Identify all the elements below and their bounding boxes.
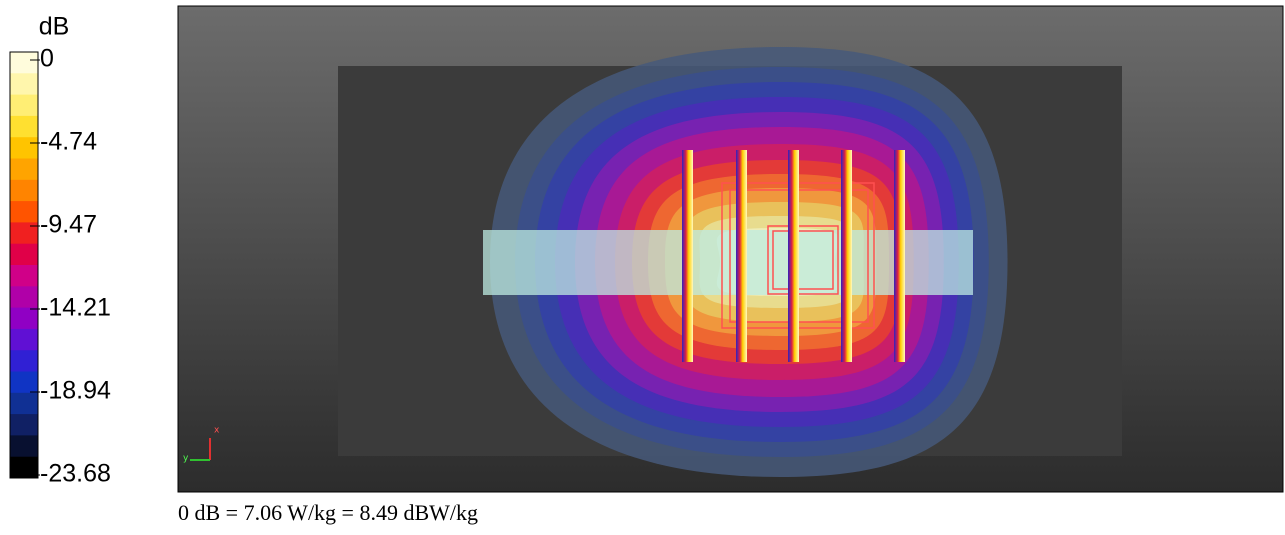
colorbar-band	[10, 350, 38, 372]
colorbar-band	[10, 52, 38, 74]
colorbar-band	[10, 435, 38, 458]
phantom-box	[483, 230, 973, 295]
colorbar-band	[10, 222, 38, 245]
rod	[894, 150, 905, 362]
colorbar-band	[10, 265, 38, 287]
colorbar-frame	[9, 51, 39, 479]
colorbar: 0 -4.74 -9.47 -14.21 -18.94 -23.68	[9, 45, 111, 488]
colorbar-band	[10, 371, 38, 394]
colorbar-band	[10, 456, 38, 479]
colorbar-band	[10, 286, 38, 309]
rod	[682, 150, 693, 362]
colorbar-band	[10, 158, 38, 181]
colorbar-band	[10, 392, 38, 415]
colorbar-label: -23.68	[40, 460, 111, 488]
colorbar-label: -9.47	[40, 211, 97, 239]
dipole-rods	[682, 150, 905, 362]
colorbar-label: -4.74	[40, 128, 97, 156]
caption: 0 dB = 7.06 W/kg = 8.49 dBW/kg	[178, 500, 478, 525]
colorbar-band	[10, 73, 38, 96]
axis-label: x	[214, 426, 220, 436]
colorbar-unit: dB	[39, 13, 70, 41]
colorbar-label: 0	[40, 45, 54, 73]
colorbar-band	[10, 328, 38, 351]
rod	[841, 150, 852, 362]
colorbar-label: -14.21	[40, 294, 111, 322]
colorbar-band	[10, 179, 38, 202]
colorbar-band	[10, 137, 38, 159]
axis-label: y	[183, 454, 189, 464]
colorbar-band	[10, 243, 38, 266]
colorbar-band	[10, 307, 38, 330]
colorbar-band	[10, 115, 38, 138]
colorbar-band	[10, 414, 38, 436]
rod	[788, 150, 799, 362]
axis-triad: x y	[183, 426, 220, 464]
colorbar-label: -18.94	[40, 377, 111, 405]
rod	[736, 150, 747, 362]
colorbar-band	[10, 94, 38, 117]
colorbar-band	[10, 201, 38, 223]
